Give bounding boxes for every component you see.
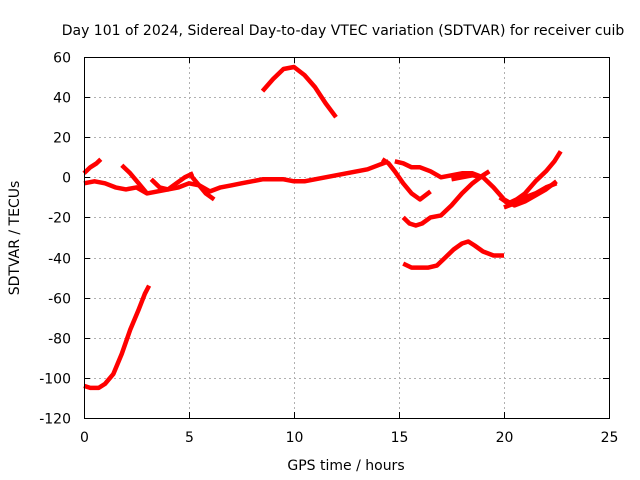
- y-tick-label: -60: [48, 292, 71, 308]
- y-tick-label: -120: [39, 412, 71, 428]
- series-line-arc-4: [120, 163, 149, 195]
- series-line-arc-7: [260, 64, 338, 119]
- x-tick-label: 25: [601, 430, 619, 446]
- y-tick-label: 20: [53, 131, 71, 147]
- x-tick-label: 15: [391, 430, 409, 446]
- y-tick-label: 40: [53, 91, 71, 107]
- data-series: [82, 64, 563, 391]
- series-line-arc-13: [498, 150, 563, 206]
- grid-lines: [84, 57, 609, 418]
- y-tick-label: 0: [62, 171, 71, 187]
- x-tick-labels: 0 5 10 15 20 25: [80, 430, 618, 446]
- series-line-arc-9: [394, 159, 484, 180]
- y-tick-label: -100: [39, 372, 71, 388]
- series-line-arc-10: [401, 169, 491, 228]
- plot-frame: [84, 57, 610, 419]
- series-line-arc-2: [82, 157, 103, 175]
- y-tick-label: 60: [53, 51, 71, 67]
- x-tick-label: 5: [185, 430, 194, 446]
- x-axis-title: GPS time / hours: [287, 458, 404, 474]
- y-tick-label: -40: [48, 252, 71, 268]
- series-line-arc-3: [83, 159, 390, 196]
- y-tick-label: -20: [48, 211, 71, 227]
- series-line-arc-14: [503, 181, 558, 210]
- x-tick-label: 10: [286, 430, 304, 446]
- y-tick-label: -80: [48, 332, 71, 348]
- series-line-arc-5: [149, 171, 195, 192]
- x-tick-label: 0: [80, 430, 89, 446]
- x-tick-label: 20: [496, 430, 514, 446]
- axis-ticks: [84, 57, 610, 419]
- chart-title: Day 101 of 2024, Sidereal Day-to-day VTE…: [62, 23, 625, 39]
- series-line-arc-11: [402, 239, 504, 270]
- series-line-arc-6: [187, 171, 216, 202]
- y-tick-labels: -120 -100 -80 -60 -40 -20 0 20 40 60: [39, 51, 71, 428]
- y-axis-title: SDTVAR / TECUs: [7, 181, 23, 296]
- series-line-arc-8: [380, 157, 432, 202]
- series-line-arc-1: [83, 284, 152, 391]
